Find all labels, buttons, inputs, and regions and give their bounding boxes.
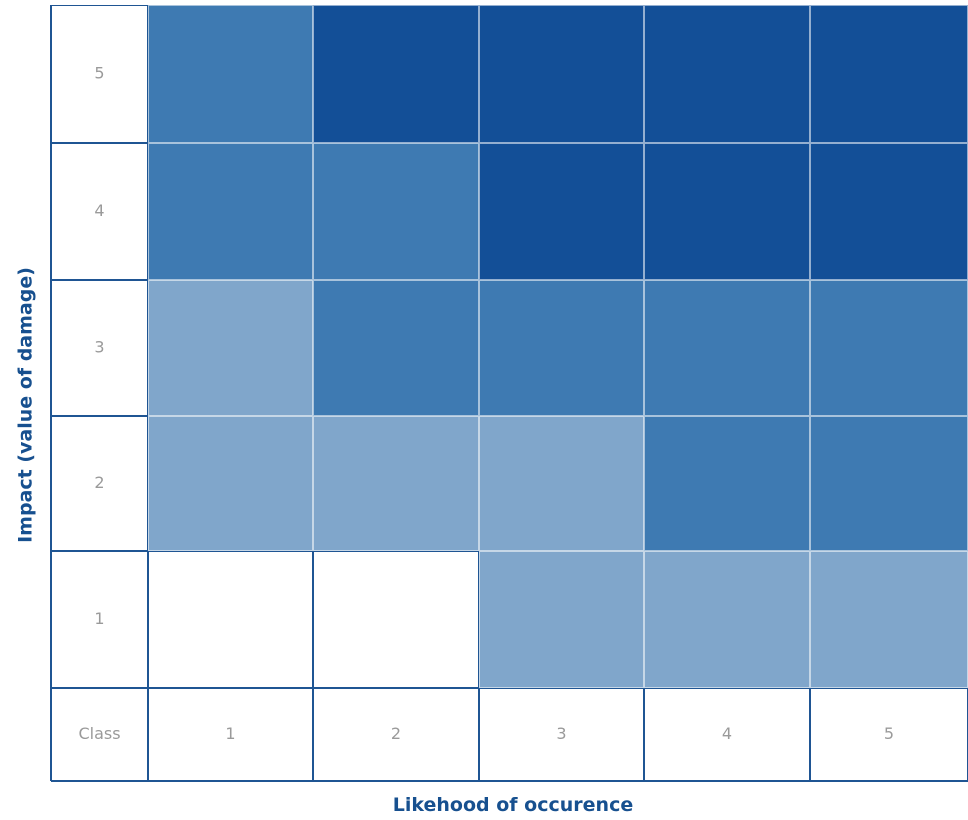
x-label-cell xyxy=(479,688,644,781)
corner-class-label: Class xyxy=(78,724,120,743)
x-label-cell xyxy=(644,688,810,781)
heatmap-cell-border xyxy=(148,551,313,688)
y-label-cell xyxy=(51,280,148,416)
heatmap-cell-impact-1-likelihood-2 xyxy=(313,551,479,688)
heatmap-cell-impact-5-likelihood-3 xyxy=(479,5,644,143)
y-tick-label: 2 xyxy=(94,473,104,492)
heatmap-cell-border xyxy=(313,416,479,551)
heatmap-cell-border xyxy=(479,143,644,280)
heatmap-cell-impact-4-likelihood-4 xyxy=(644,143,810,280)
heatmap-cell-border xyxy=(148,5,313,143)
heatmap-cell-border xyxy=(479,416,644,551)
heatmap-cell-impact-2-likelihood-3 xyxy=(479,416,644,551)
chart-frame xyxy=(50,5,968,782)
x-tick-label: 1 xyxy=(225,724,235,743)
heatmap-cell-impact-3-likelihood-1 xyxy=(148,280,313,416)
heatmap-cell-border xyxy=(148,416,313,551)
y-label-cell xyxy=(51,416,148,551)
y-axis-title: Impact (value of damage) xyxy=(15,267,37,543)
heatmap-cell-impact-1-likelihood-3 xyxy=(479,551,644,688)
heatmap-cell-impact-3-likelihood-5 xyxy=(810,280,968,416)
heatmap-cell-border xyxy=(479,5,644,143)
heatmap-cell-impact-1-likelihood-1 xyxy=(148,551,313,688)
heatmap-cell-impact-3-likelihood-3 xyxy=(479,280,644,416)
x-tick-label: 2 xyxy=(391,724,401,743)
heatmap-cell-border xyxy=(313,280,479,416)
heatmap-cell-border xyxy=(644,416,810,551)
heatmap-cell-impact-2-likelihood-1 xyxy=(148,416,313,551)
heatmap-cell-impact-2-likelihood-2 xyxy=(313,416,479,551)
x-tick-label: 4 xyxy=(722,724,732,743)
heatmap-cell-impact-2-likelihood-5 xyxy=(810,416,968,551)
heatmap-cells xyxy=(148,5,968,688)
x-tick-label: 5 xyxy=(884,724,894,743)
heatmap-cell-impact-5-likelihood-1 xyxy=(148,5,313,143)
y-tick-label: 1 xyxy=(94,609,104,628)
x-tick-label: 3 xyxy=(556,724,566,743)
heatmap-cell-border xyxy=(479,551,644,688)
x-label-cell xyxy=(148,688,313,781)
heatmap-cell-impact-5-likelihood-5 xyxy=(810,5,968,143)
heatmap-cell-impact-4-likelihood-3 xyxy=(479,143,644,280)
x-label-cell xyxy=(313,688,479,781)
heatmap-cell-border xyxy=(313,551,479,688)
heatmap-cell-border xyxy=(479,280,644,416)
heatmap-cell-impact-3-likelihood-2 xyxy=(313,280,479,416)
heatmap-cell-border xyxy=(644,280,810,416)
heatmap-cell-border xyxy=(644,5,810,143)
y-label-cell xyxy=(51,551,148,688)
heatmap-cell-impact-5-likelihood-4 xyxy=(644,5,810,143)
label-cells xyxy=(51,5,968,781)
corner-label-cell xyxy=(51,688,148,781)
heatmap-cell-impact-1-likelihood-4 xyxy=(644,551,810,688)
heatmap-cell-impact-4-likelihood-5 xyxy=(810,143,968,280)
x-axis-title: Likehood of occurence xyxy=(393,794,633,816)
heatmap-cell-border xyxy=(313,5,479,143)
y-tick-label: 3 xyxy=(94,338,104,357)
heatmap-cell-border xyxy=(148,280,313,416)
heatmap-cell-border xyxy=(313,143,479,280)
heatmap-cell-border xyxy=(644,143,810,280)
y-tick-label: 4 xyxy=(94,201,104,220)
heatmap-cell-impact-2-likelihood-4 xyxy=(644,416,810,551)
heatmap-cell-border xyxy=(148,143,313,280)
y-tick-label: 5 xyxy=(94,64,104,83)
heatmap-cell-border xyxy=(644,551,810,688)
heatmap-cell-impact-1-likelihood-5 xyxy=(810,551,968,688)
heatmap-cell-impact-4-likelihood-1 xyxy=(148,143,313,280)
tick-labels: 5 4 3 2 1 Class 1 2 3 4 5 xyxy=(78,64,894,744)
x-label-cell xyxy=(810,688,968,781)
heatmap-cell-impact-4-likelihood-2 xyxy=(313,143,479,280)
heatmap-cell-impact-5-likelihood-2 xyxy=(313,5,479,143)
heatmap-cell-impact-3-likelihood-4 xyxy=(644,280,810,416)
